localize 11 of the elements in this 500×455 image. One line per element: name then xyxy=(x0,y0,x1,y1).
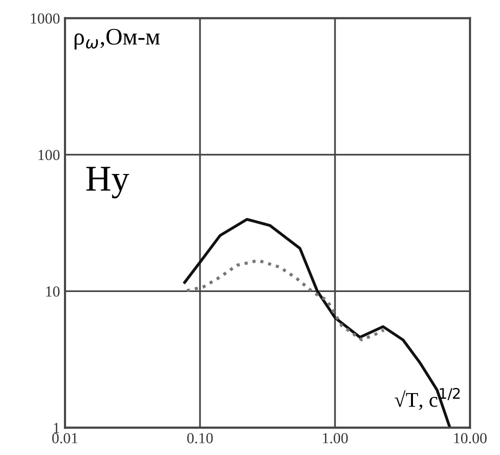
x-tick-label: 1.00 xyxy=(322,433,348,444)
x-tick-label: 0.10 xyxy=(187,433,213,444)
x-tick-label: 0.01 xyxy=(52,433,78,444)
x-axis-title: √T, c$^{1/2}$ xyxy=(394,388,460,410)
y-tick-label: 1 xyxy=(54,422,60,433)
y-tick-label: 10 xyxy=(46,286,60,297)
x-tick-label: 10.00 xyxy=(454,433,487,444)
y-tick-label: 100 xyxy=(38,150,60,160)
annotation: Hy xyxy=(86,166,130,198)
y-axis-title: ρ$_{ω}$,Ом-м xyxy=(74,28,160,50)
y-tick-label: 1000 xyxy=(30,13,60,24)
